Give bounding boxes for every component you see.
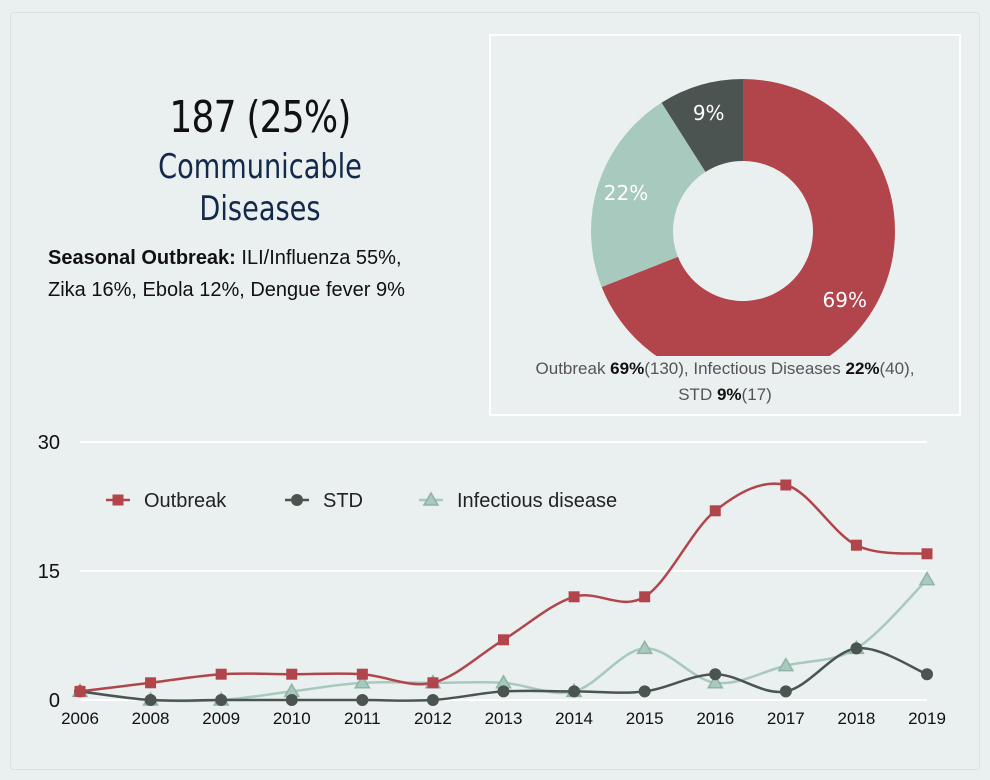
series-0-point <box>780 479 792 491</box>
x-tick-label: 2017 <box>767 709 805 728</box>
headline-title: Communicable Diseases <box>158 147 362 229</box>
series-0-point <box>286 668 298 680</box>
series-1-point <box>921 668 933 681</box>
donut-chart: 69% 22% 9% <box>591 79 895 383</box>
caption-std-name: STD <box>678 385 717 404</box>
x-tick-label: 2012 <box>414 709 452 728</box>
series-1-point <box>709 668 722 681</box>
x-tick-label: 2010 <box>273 709 311 728</box>
seasonal-line1: ILI/Influenza 55%, <box>235 247 402 269</box>
series-2-point <box>777 657 795 672</box>
caption-outbreak-name: Outbreak <box>535 359 611 378</box>
series-2-point <box>636 639 653 655</box>
series-0-point <box>215 668 227 680</box>
x-tick-label: 2008 <box>132 709 170 728</box>
headline: 187 (25%) Communicable Diseases <box>60 92 460 230</box>
donut-slice-0 <box>601 79 895 383</box>
legend-marker-1 <box>291 494 303 506</box>
series-1-point <box>850 642 863 655</box>
series-0-point <box>568 591 580 603</box>
series-0-point <box>427 677 439 689</box>
line-chart: 0 15 30 2006 2008 2009 2010 2011 2012 2013 2014 201… <box>38 432 946 728</box>
series-1-point <box>285 694 298 706</box>
series-0-point <box>498 634 509 646</box>
series-2-point <box>706 674 724 689</box>
legend-label-0: Outbreak <box>144 490 227 512</box>
series-0-point <box>921 548 933 560</box>
y-tick-label: 0 <box>49 690 60 712</box>
card-frame <box>10 12 980 770</box>
headline-stat: 187 (25%) <box>169 92 351 143</box>
series-0-point <box>145 677 157 689</box>
series-1-point <box>356 694 369 706</box>
caption-outbreak-pct: 69% <box>610 359 645 378</box>
series-1-point <box>426 694 439 706</box>
series-0-point <box>74 685 86 697</box>
y-tick-label: 15 <box>38 561 60 583</box>
donut-caption: Outbreak 69%(130), Infectious Diseases 2… <box>491 356 959 408</box>
series-0-point <box>356 668 368 680</box>
series-1-point <box>144 694 157 706</box>
x-tick-label: 2006 <box>61 709 99 728</box>
x-tick-label: 2011 <box>344 709 381 728</box>
seasonal-label: Seasonal Outbreak: <box>48 247 236 269</box>
legend-marker-0 <box>112 494 124 506</box>
legend-label-1: STD <box>323 490 363 512</box>
y-tick-label: 30 <box>38 432 60 454</box>
donut-chart-panel: 69% 22% 9% Outbreak 69%(130), Infectious D… <box>489 34 961 416</box>
x-tick-label: 2013 <box>485 709 523 728</box>
donut-slice-1 <box>591 102 706 287</box>
x-tick-label: 2019 <box>908 709 946 728</box>
donut-slice-2 <box>661 79 743 172</box>
series-0-point <box>639 591 651 603</box>
seasonal-line2: Zika 16%, Ebola 12%, Dengue fever 9% <box>48 279 405 301</box>
seasonal-outbreak-text: Seasonal Outbreak: ILI/Influenza 55%, Zi… <box>48 242 488 306</box>
series-1-point <box>497 685 510 698</box>
x-tick-label: 2016 <box>696 709 734 728</box>
donut-label-0: 69% <box>823 288 867 312</box>
series-2-point <box>918 571 936 586</box>
caption-infectious-count: (40), <box>879 359 915 378</box>
x-tick-label: 2018 <box>838 709 876 728</box>
caption-std-pct: 9% <box>716 385 742 404</box>
series-0-point <box>850 539 862 551</box>
x-tick-label: 2014 <box>555 709 593 728</box>
caption-infectious-name: Infectious Diseases <box>693 359 846 378</box>
series-1-point <box>215 694 228 706</box>
donut-label-2: 9% <box>693 101 725 125</box>
series-2-point <box>354 674 371 689</box>
x-tick-label: 2009 <box>202 709 240 728</box>
series-1-point <box>779 685 792 698</box>
legend-marker-2 <box>422 491 440 506</box>
donut-label-1: 22% <box>604 181 648 205</box>
caption-infectious-pct: 22% <box>845 359 880 378</box>
caption-outbreak-count: (130), <box>644 359 694 378</box>
series-0-point <box>709 505 721 517</box>
x-tick-label: 2015 <box>626 709 664 728</box>
caption-std-count: (17) <box>741 385 772 404</box>
legend-label-2: Infectious disease <box>457 490 617 512</box>
series-1-point <box>568 685 581 698</box>
series-line-0 <box>79 482 928 693</box>
series-1-point <box>638 685 651 698</box>
